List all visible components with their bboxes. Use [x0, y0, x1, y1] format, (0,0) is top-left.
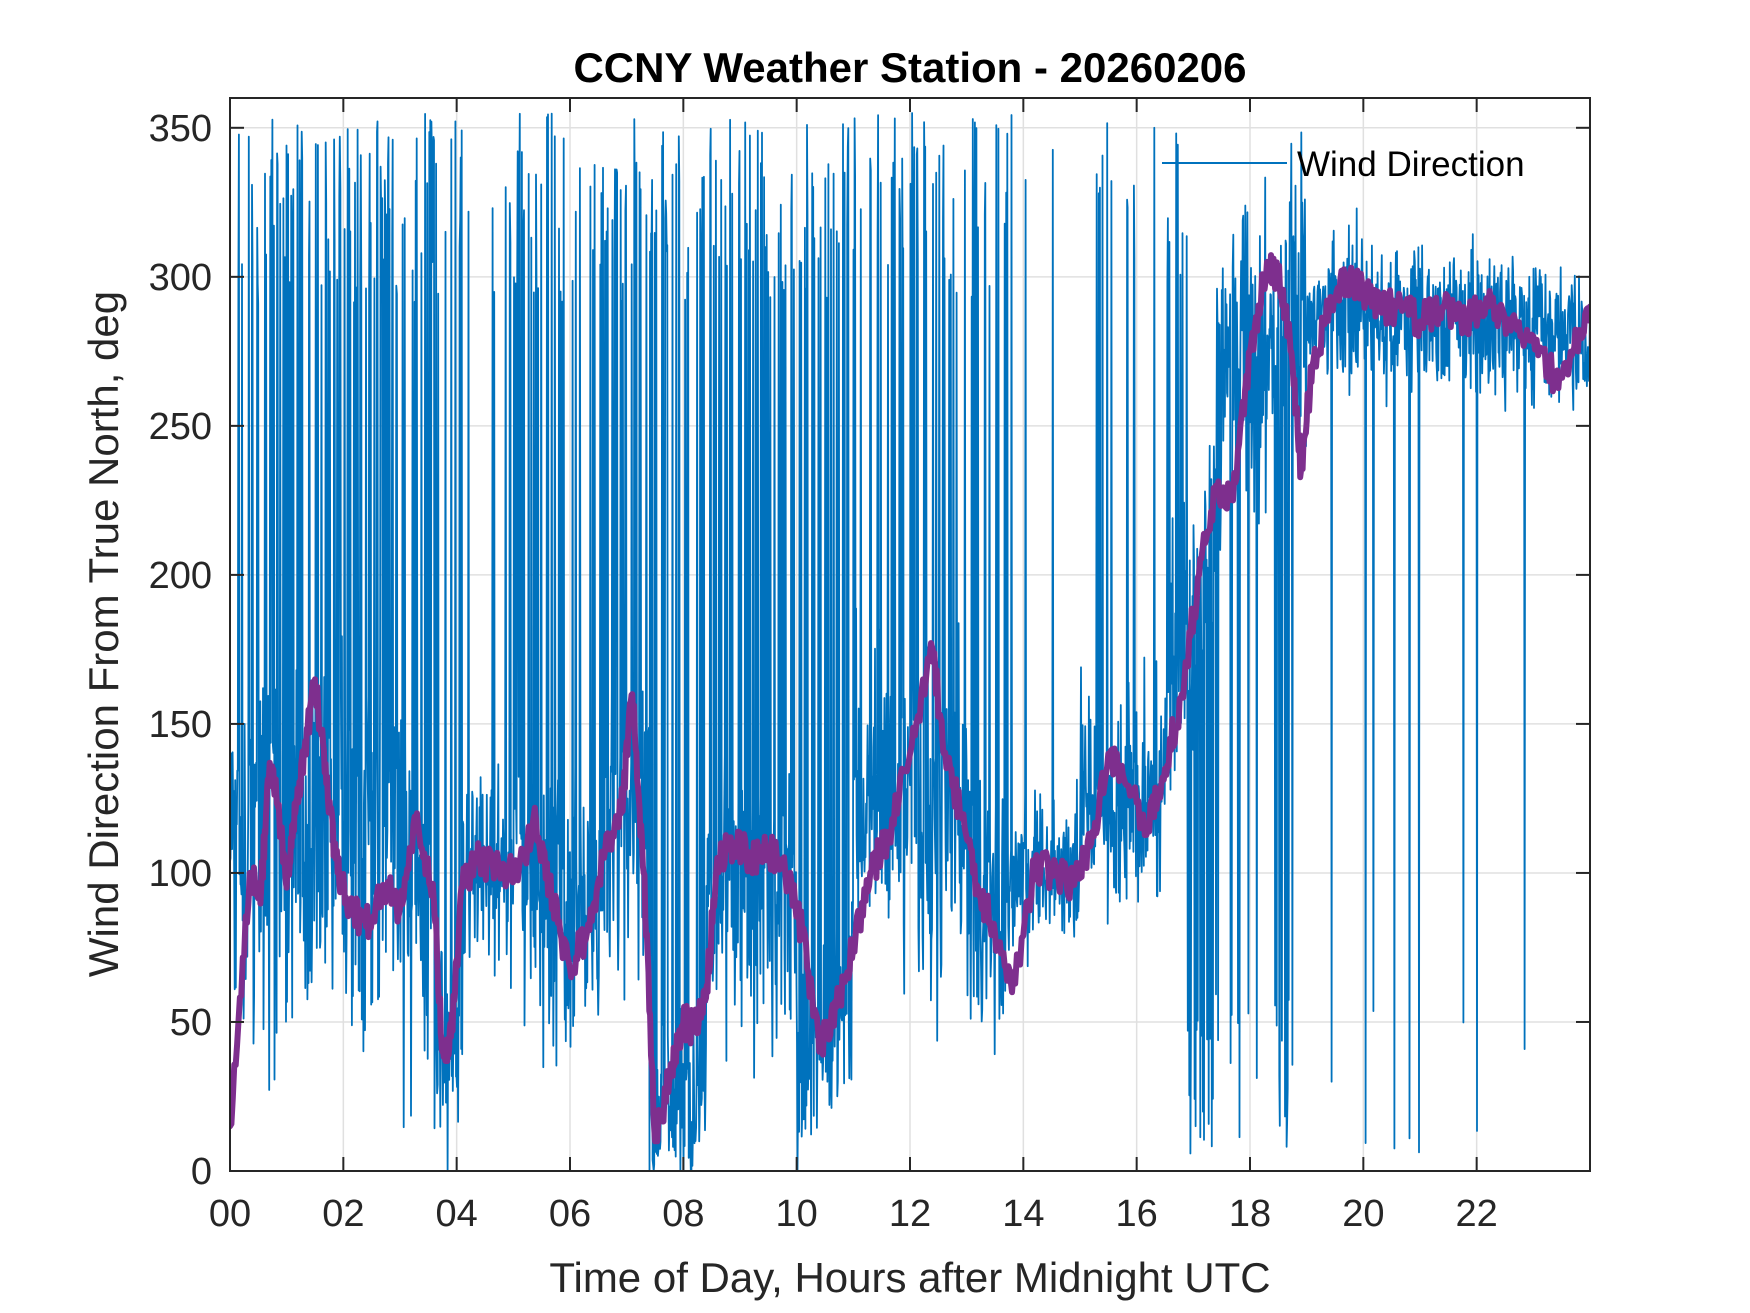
y-tick-label: 300 [149, 257, 212, 299]
x-tick-label: 20 [1342, 1193, 1384, 1235]
legend: Wind Direction [1162, 145, 1525, 184]
y-tick-label: 200 [149, 555, 212, 597]
x-tick-label: 04 [436, 1193, 478, 1235]
x-tick-label: 08 [662, 1193, 704, 1235]
series-smoothed-direction [230, 252, 1590, 1145]
series-layer [230, 112, 1590, 1171]
y-tick-label: 100 [149, 853, 212, 895]
x-tick-label: 06 [549, 1193, 591, 1235]
y-tick-label: 0 [191, 1151, 212, 1193]
y-tick-label: 50 [170, 1002, 212, 1044]
axis-ticks [229, 98, 1590, 1172]
x-tick-labels: 00 02 04 06 08 10 12 14 16 18 20 22 [209, 1193, 1498, 1235]
x-tick-label: 16 [1116, 1193, 1158, 1235]
x-tick-label: 02 [322, 1193, 364, 1235]
chart-title: CCNY Weather Station - 20260206 [573, 44, 1246, 91]
x-tick-label: 18 [1229, 1193, 1271, 1235]
series-wind-direction [230, 112, 1590, 1171]
x-axis-label: Time of Day, Hours after Midnight UTC [549, 1254, 1270, 1301]
x-tick-label: 12 [889, 1193, 931, 1235]
x-tick-label: 22 [1456, 1193, 1498, 1235]
legend-label-wind-direction: Wind Direction [1297, 145, 1525, 184]
y-tick-labels: 0 50 100 150 200 250 300 350 [149, 108, 212, 1193]
y-tick-label: 150 [149, 704, 212, 746]
x-tick-label: 10 [776, 1193, 818, 1235]
y-tick-label: 250 [149, 406, 212, 448]
x-tick-label: 00 [209, 1193, 251, 1235]
y-axis-label: Wind Direction From True North, deg [80, 291, 127, 977]
x-tick-label: 14 [1002, 1193, 1044, 1235]
y-tick-label: 350 [149, 108, 212, 150]
